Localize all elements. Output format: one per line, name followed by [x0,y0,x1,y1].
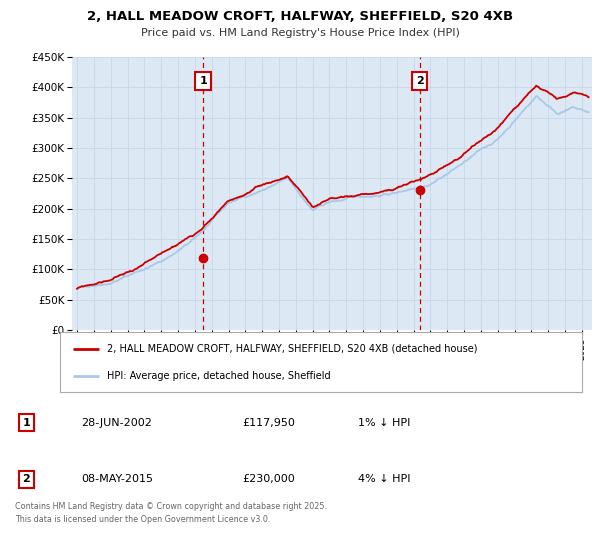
Text: HPI: Average price, detached house, Sheffield: HPI: Average price, detached house, Shef… [107,371,331,381]
Text: 2, HALL MEADOW CROFT, HALFWAY, SHEFFIELD, S20 4XB (detached house): 2, HALL MEADOW CROFT, HALFWAY, SHEFFIELD… [107,344,478,354]
Text: £230,000: £230,000 [242,474,295,484]
Text: 1: 1 [199,76,207,86]
Text: 28-JUN-2002: 28-JUN-2002 [81,418,152,428]
Text: £117,950: £117,950 [242,418,295,428]
Text: 1% ↓ HPI: 1% ↓ HPI [358,418,410,428]
Text: 2: 2 [416,76,424,86]
Text: Contains HM Land Registry data © Crown copyright and database right 2025.
This d: Contains HM Land Registry data © Crown c… [15,502,327,524]
Text: 2: 2 [23,474,30,484]
Text: 4% ↓ HPI: 4% ↓ HPI [358,474,410,484]
Text: 1: 1 [23,418,30,428]
Text: Price paid vs. HM Land Registry's House Price Index (HPI): Price paid vs. HM Land Registry's House … [140,28,460,38]
Text: 08-MAY-2015: 08-MAY-2015 [81,474,153,484]
Text: 2, HALL MEADOW CROFT, HALFWAY, SHEFFIELD, S20 4XB: 2, HALL MEADOW CROFT, HALFWAY, SHEFFIELD… [87,10,513,23]
